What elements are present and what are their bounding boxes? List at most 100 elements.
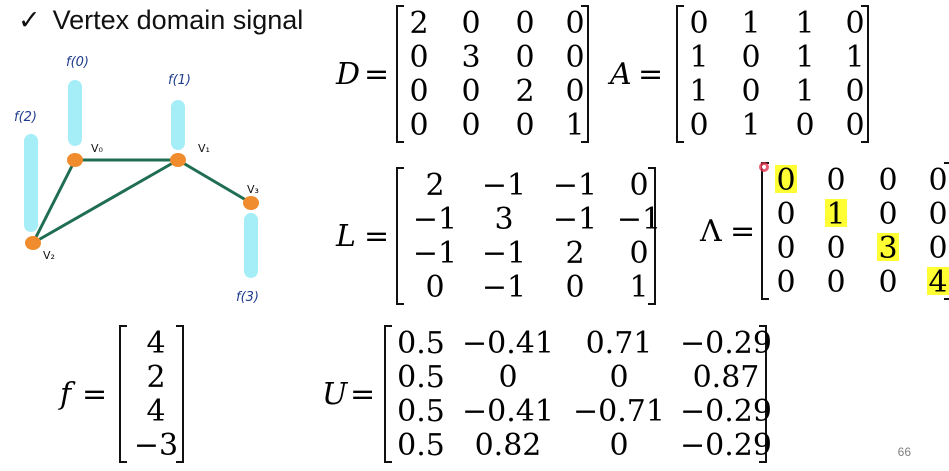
node-label-v2: V₂ — [43, 249, 55, 262]
matrix-lambda: Λ =0 0 0 00 1 0 00 0 3 00 0 0 4 — [699, 162, 949, 300]
matrix-cell: 0 — [461, 6, 480, 41]
matrix-cell: 0 — [845, 108, 864, 143]
matrix-cell: −1 — [482, 168, 526, 203]
left-bracket — [761, 162, 769, 300]
signal-label-v1: f(1) — [168, 73, 191, 88]
matrix-cell: 2 — [425, 168, 444, 203]
matrix-cell: −0.29 — [680, 326, 772, 361]
matrix-symbol-u: U — [322, 377, 349, 412]
left-bracket — [396, 167, 404, 305]
matrix-cell: 0.87 — [693, 360, 760, 395]
matrix-cell: 0.71 — [586, 326, 653, 361]
highlight-box — [825, 199, 847, 227]
equals-sign: = — [638, 57, 663, 92]
matrix-cell: 0 — [928, 163, 947, 198]
matrix-cell: 0 — [461, 108, 480, 143]
matrix-cell: −1 — [482, 236, 526, 271]
graph-edge-v0-v2 — [31, 159, 77, 244]
matrix-cell: 2 — [565, 236, 584, 271]
matrix-cell: −1 — [553, 202, 597, 237]
equals-sign: = — [82, 377, 107, 412]
matrix-cell: 0.5 — [397, 360, 445, 395]
left-bracket — [676, 5, 684, 143]
matrix-symbol-lambda: Λ — [699, 214, 722, 249]
check-mark-icon: ✓ — [18, 5, 41, 35]
matrix-cell: 0 — [498, 360, 517, 395]
matrix-cell: 0 — [409, 74, 428, 109]
matrix-l: L =2 −1 −1 0−1 3 −1 −1−1 −1 2 00 −1 0 1 — [335, 167, 661, 305]
matrix-cell: 3 — [878, 231, 897, 266]
matrix-a: A =0 1 1 01 0 1 11 0 1 00 1 0 0 — [607, 5, 869, 143]
graph-node-v1 — [170, 153, 186, 167]
highlight-box — [927, 267, 949, 295]
left-bracket — [119, 325, 127, 463]
equals-sign: = — [364, 219, 389, 254]
matrix-symbol-l: L — [335, 219, 356, 254]
graph-edge-v1-v2 — [32, 158, 179, 245]
left-bracket — [396, 5, 404, 143]
matrix-f: f =424−3 — [58, 325, 184, 463]
node-label-v3: V₃ — [247, 183, 259, 196]
right-bracket — [861, 5, 869, 143]
right-bracket — [944, 162, 949, 300]
equals-sign: = — [350, 377, 375, 412]
matrix-cell: −0.29 — [680, 428, 772, 463]
matrix-cell: 0 — [795, 108, 814, 143]
matrix-cell: −1 — [553, 168, 597, 203]
matrix-cell: 1 — [629, 270, 648, 305]
heading-title: Vertex domain signal — [52, 5, 304, 35]
matrix-cell: 0 — [878, 197, 897, 232]
matrix-cell: 1 — [565, 108, 584, 143]
equals-sign: = — [730, 214, 755, 249]
right-bracket — [581, 5, 589, 143]
highlight-box — [877, 233, 899, 261]
equals-sign: = — [364, 57, 389, 92]
graph-node-v0 — [67, 153, 83, 167]
matrix-cell: 2 — [146, 360, 165, 395]
signal-bar-v2 — [24, 134, 38, 232]
matrix-cell: −1 — [413, 202, 457, 237]
matrix-cell: 0 — [629, 236, 648, 271]
signal-bar-v0 — [68, 80, 82, 146]
matrix-d: D =2 0 0 00 3 0 00 0 2 00 0 0 1 — [335, 5, 589, 143]
matrix-cell: 0 — [928, 197, 947, 232]
matrix-cell: 0 — [515, 40, 534, 75]
left-bracket — [384, 325, 392, 463]
matrix-cell: 1 — [795, 74, 814, 109]
matrix-cell: 0 — [741, 40, 760, 75]
graph-edge-v1-v3 — [177, 158, 252, 205]
matrix-cell: 0 — [565, 74, 584, 109]
matrix-cell: 4 — [146, 326, 165, 361]
matrix-cell: 0.5 — [397, 326, 445, 361]
matrix-cell: 0 — [826, 163, 845, 198]
matrix-cell: 0 — [928, 231, 947, 266]
right-bracket — [176, 325, 184, 463]
matrix-cell: −0.29 — [680, 394, 772, 429]
matrix-cell: 0 — [609, 360, 628, 395]
matrix-cell: 0.5 — [397, 394, 445, 429]
matrix-cell: 1 — [845, 40, 864, 75]
matrix-symbol-d: D — [335, 57, 360, 92]
matrix-cell: 0 — [565, 6, 584, 41]
matrix-cell: −0.41 — [462, 394, 554, 429]
matrix-cell: −1 — [482, 270, 526, 305]
matrix-cell: 1 — [689, 74, 708, 109]
matrix-cell: 1 — [795, 40, 814, 75]
matrix-cell: 0 — [826, 265, 845, 300]
matrix-cell: −0.41 — [462, 326, 554, 361]
matrix-cell: −3 — [134, 428, 178, 463]
node-label-v1: V₁ — [198, 142, 210, 155]
right-bracket — [759, 325, 767, 463]
right-bracket — [648, 167, 656, 305]
slide-heading: ✓ Vertex domain signal — [18, 4, 303, 36]
matrix-cell: −1 — [413, 236, 457, 271]
matrix-cell: 0 — [826, 231, 845, 266]
matrix-cell: 4 — [146, 394, 165, 429]
matrix-cell: 0 — [515, 6, 534, 41]
highlight-box — [775, 165, 797, 193]
matrix-cell: 0 — [629, 168, 648, 203]
matrix-cell: 1 — [741, 108, 760, 143]
matrix-cell: −0.71 — [573, 394, 665, 429]
signal-label-v0: f(0) — [66, 55, 89, 70]
